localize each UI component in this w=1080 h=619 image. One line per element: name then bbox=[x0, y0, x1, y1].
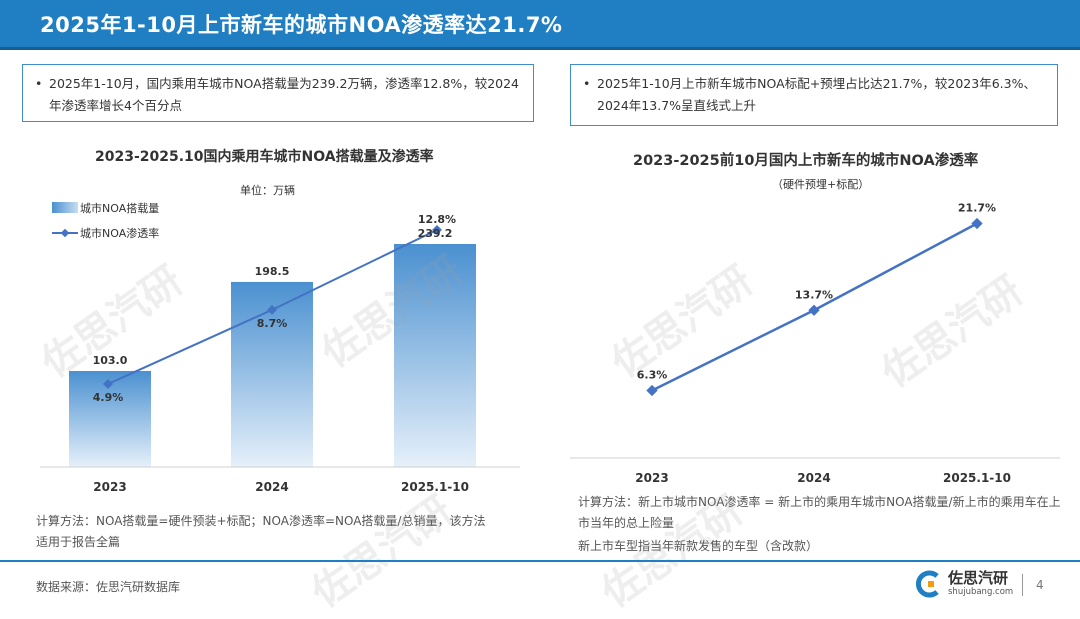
chart1-rate-point-1 bbox=[267, 304, 277, 315]
chart1-bar-label-1: 198.5 bbox=[255, 265, 290, 278]
chart2-category-label-2: 2025.1-10 bbox=[943, 471, 1011, 485]
brand-logo-icon bbox=[916, 570, 939, 598]
chart2-category-label-0: 2023 bbox=[635, 471, 668, 485]
chart2-rate-label-1: 13.7% bbox=[795, 288, 833, 301]
chart1-legend-bar-swatch bbox=[52, 202, 78, 213]
brand-domain: shujubang.com bbox=[948, 587, 1014, 597]
chart1-bar-label-0: 103.0 bbox=[93, 354, 128, 367]
summary-text-left: 2025年1-10月，国内乘用车城市NOA搭载量为239.2万辆，渗透率12.8… bbox=[35, 73, 523, 117]
calc-note-left: 计算方法：NOA搭载量=硬件预装+标配；NOA渗透率=NOA搭载量/总销量，该方… bbox=[36, 514, 486, 549]
chart1-category-label-1: 2024 bbox=[255, 480, 288, 494]
chart2-rate-label-2: 21.7% bbox=[958, 202, 996, 215]
chart2-rate-point-1 bbox=[808, 304, 820, 316]
chart2-rate-point-2 bbox=[971, 217, 983, 230]
data-source: 数据来源：佐思汽研数据库 bbox=[36, 580, 181, 594]
chart2-rate-point-0 bbox=[646, 384, 658, 397]
summary-text-right: 2025年1-10月上市新车城市NOA标配+预埋占比达21.7%，较2023年6… bbox=[583, 73, 1047, 117]
calc-note-right: 计算方法：新上市城市NOA渗透率 = 新上市的乘用车城市NOA搭载量/新上市的乘… bbox=[578, 495, 1061, 530]
chart1-unit: 单位：万辆 bbox=[240, 184, 295, 197]
chart1-category-label-0: 2023 bbox=[93, 480, 126, 494]
page-number: 4 bbox=[1036, 578, 1044, 592]
chart1-title: 2023-2025.10国内乘用车城市NOA搭载量及渗透率 bbox=[95, 149, 434, 165]
chart1-bar-2 bbox=[394, 244, 476, 467]
chart2-title: 2023-2025前10月国内上市新车的城市NOA渗透率 bbox=[633, 153, 979, 169]
chart1-legend-line-marker bbox=[60, 228, 70, 238]
chart1-rate-label-0: 4.9% bbox=[93, 391, 124, 404]
chart2-rate-label-0: 6.3% bbox=[637, 369, 668, 382]
chart1-bar-0 bbox=[69, 370, 151, 467]
chart1-rate-point-2 bbox=[432, 224, 442, 235]
chart1-legend-bar-label: 城市NOA搭载量 bbox=[80, 201, 159, 215]
chart2-category-label-1: 2024 bbox=[797, 471, 830, 485]
chart1-rate-label-1: 8.7% bbox=[257, 317, 288, 330]
brand-name: 佐思汽研 bbox=[948, 569, 1009, 587]
summary-box-left: 2025年1-10月，国内乘用车城市NOA搭载量为239.2万辆，渗透率12.8… bbox=[22, 64, 534, 122]
chart1-rate-label-2: 12.8% bbox=[418, 213, 456, 226]
logo-separator bbox=[1022, 574, 1023, 596]
footer-divider bbox=[0, 560, 1080, 562]
summary-box-right: 2025年1-10月上市新车城市NOA标配+预埋占比达21.7%，较2023年6… bbox=[570, 64, 1058, 126]
calc-note-right-2: 新上市车型指当年新款发售的车型（含改款） bbox=[578, 539, 819, 553]
chart1-category-label-2: 2025.1-10 bbox=[401, 480, 469, 494]
page-title: 2025年1-10月上市新车的城市NOA渗透率达21.7% bbox=[40, 13, 563, 37]
chart1-legend-line-label: 城市NOA渗透率 bbox=[80, 226, 159, 240]
chart1-bar-label-2: 239.2 bbox=[418, 227, 453, 240]
chart2-subtitle: （硬件预埋+标配） bbox=[772, 178, 870, 191]
header-bar: 2025年1-10月上市新车的城市NOA渗透率达21.7% bbox=[0, 0, 1080, 50]
